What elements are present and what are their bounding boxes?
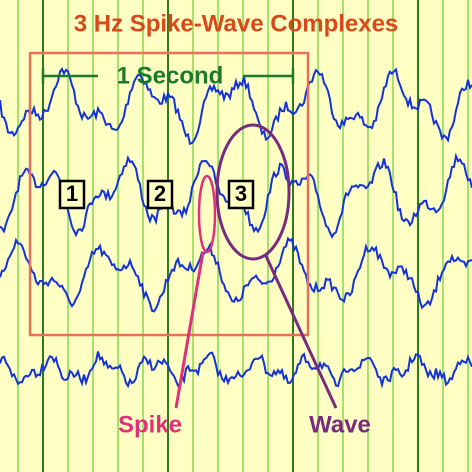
wave-pointer: [264, 255, 338, 409]
marker-box: [146, 179, 174, 210]
marker-label: 2: [154, 181, 166, 206]
marker-box: [58, 179, 86, 210]
scale-bar: 1 Second: [41, 62, 295, 89]
spike-ellipse: [197, 174, 217, 254]
scale-label: 1 Second: [117, 62, 224, 89]
eeg-trace: [0, 351, 472, 389]
marker-box: [227, 179, 255, 210]
highlight-box: [28, 51, 310, 337]
marker-3: 3: [227, 179, 255, 210]
marker-2: 2: [146, 179, 174, 210]
eeg-trace: [0, 236, 472, 313]
marker-1: 1: [58, 179, 86, 210]
wave-ellipse: [215, 123, 291, 261]
wave-label: Wave: [309, 411, 371, 438]
title: 3 Hz Spike-Wave Complexes: [74, 10, 399, 37]
marker-label: 1: [66, 181, 78, 206]
marker-label: 3: [235, 181, 247, 206]
spike-pointer: [174, 251, 205, 409]
eeg-trace: [0, 66, 472, 146]
spike-label: Spike: [118, 411, 182, 438]
